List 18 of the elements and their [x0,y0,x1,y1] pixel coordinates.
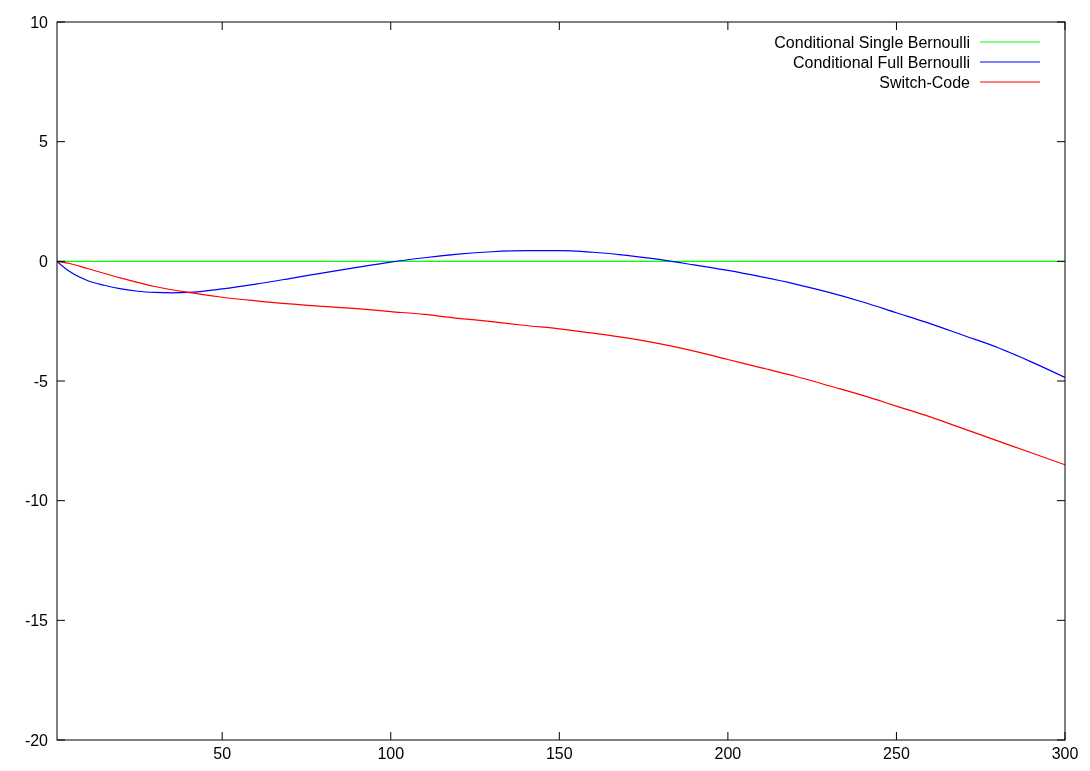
x-tick-label: 150 [545,745,573,762]
y-tick-label: 0 [39,252,49,270]
x-tick-label: 250 [883,745,910,762]
x-tick-label: 100 [377,745,405,762]
x-tick-label: 200 [714,745,742,762]
line-series [57,260,1065,466]
y-tick-label: -10 [24,492,49,510]
x-tick-label: 50 [213,745,232,762]
x-tick-label: 300 [1051,745,1079,762]
y-tick-label: -15 [24,611,49,629]
y-tick-label: 10 [30,13,49,31]
legend-label: Switch-Code [879,73,971,91]
line-series [57,249,1065,379]
y-tick-label: -20 [24,731,49,749]
legend-label: Conditional Full Bernoulli [793,53,970,71]
legend-label: Conditional Single Bernoulli [774,33,970,51]
y-tick-label: 5 [39,133,49,151]
y-tick-label: -5 [33,372,49,390]
